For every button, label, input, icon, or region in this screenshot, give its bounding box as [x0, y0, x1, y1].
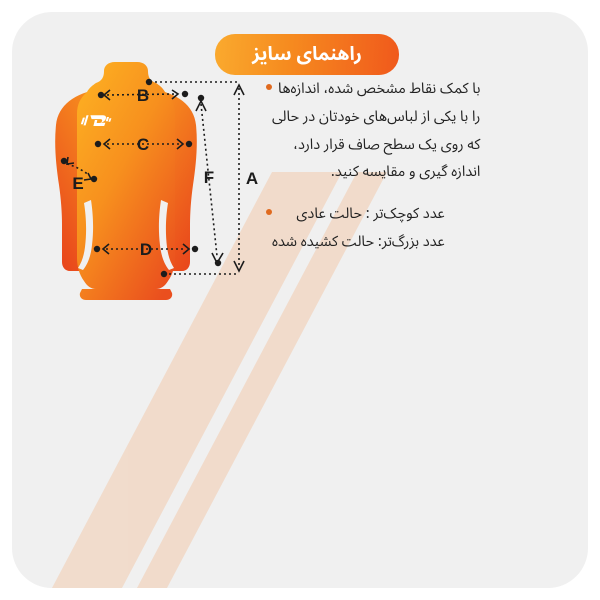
- svg-text:C: C: [137, 135, 149, 154]
- svg-text:E: E: [72, 174, 83, 193]
- svg-text:A: A: [246, 169, 258, 188]
- svg-text:B: B: [137, 86, 149, 105]
- svg-text:D: D: [140, 240, 152, 259]
- svg-text:F: F: [204, 168, 214, 187]
